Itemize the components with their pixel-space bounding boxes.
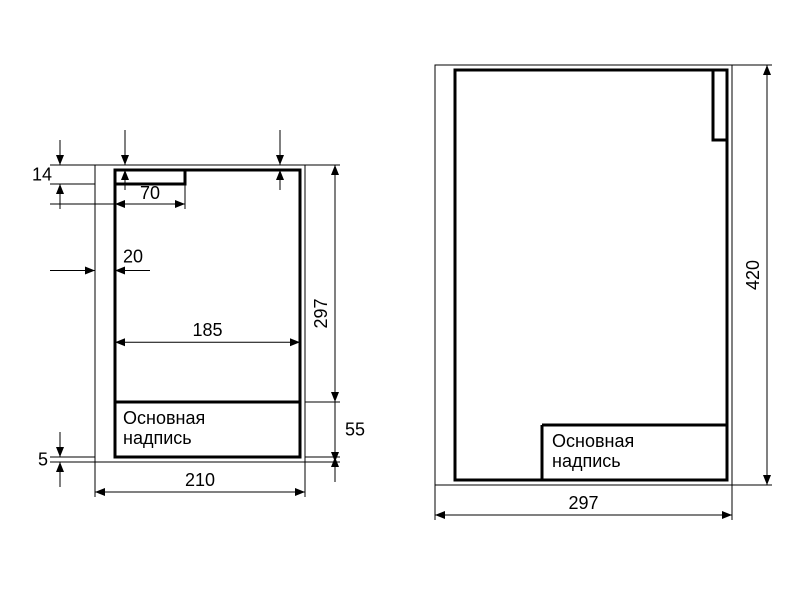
svg-text:210: 210: [185, 470, 215, 490]
svg-text:надпись: надпись: [552, 451, 621, 471]
svg-text:14: 14: [32, 165, 52, 185]
svg-text:5: 5: [38, 450, 48, 470]
svg-text:185: 185: [192, 320, 222, 340]
svg-text:297: 297: [311, 298, 331, 328]
technical-drawing-svg: Основнаянадпись210297185201470555Основна…: [0, 0, 800, 600]
svg-text:297: 297: [568, 493, 598, 513]
svg-text:20: 20: [123, 246, 143, 266]
svg-text:Основная: Основная: [123, 408, 205, 428]
svg-text:55: 55: [345, 420, 365, 440]
svg-text:надпись: надпись: [123, 428, 192, 448]
svg-text:420: 420: [743, 260, 763, 290]
svg-text:70: 70: [140, 183, 160, 203]
svg-text:Основная: Основная: [552, 431, 634, 451]
